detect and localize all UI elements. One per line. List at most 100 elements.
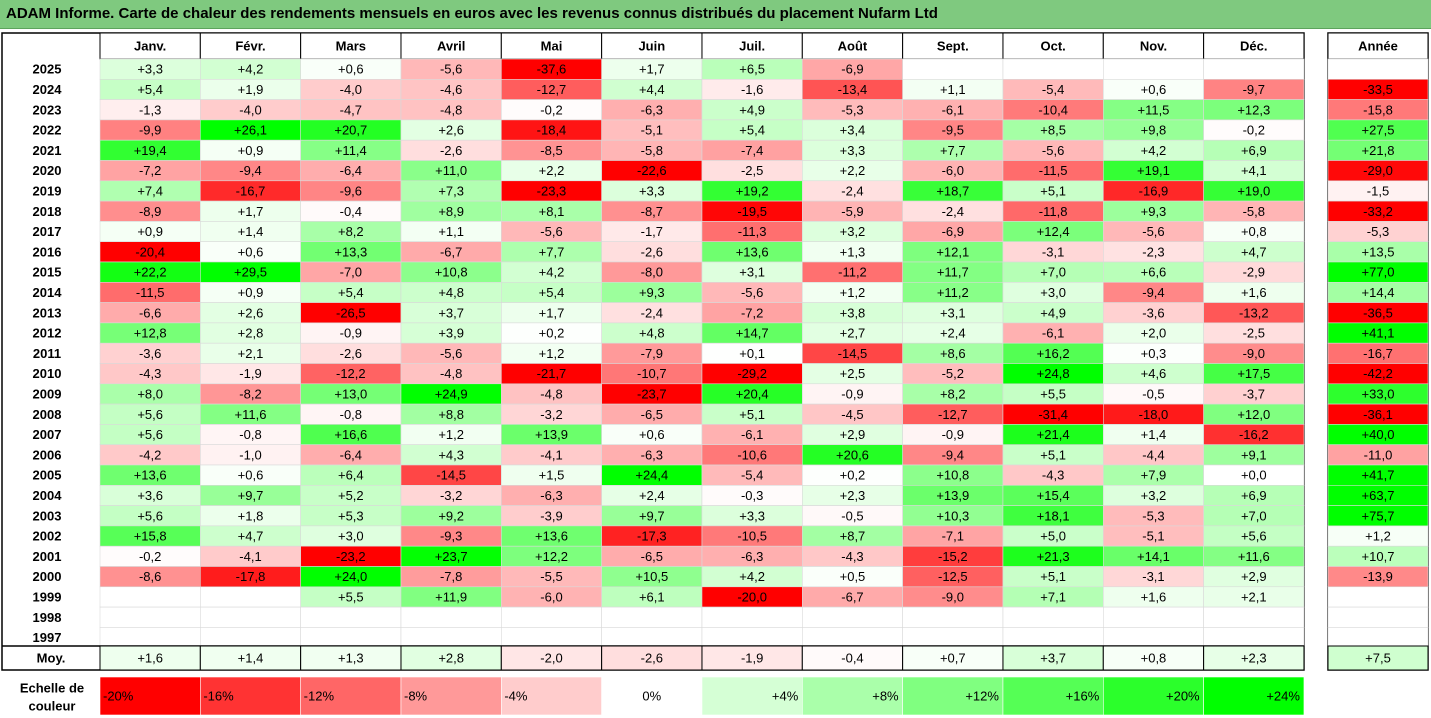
year-label: 2016 <box>33 244 62 259</box>
heatmap-cell <box>99 606 201 628</box>
cell-value: +7,9 <box>1141 468 1167 483</box>
cell-value: -11,2 <box>838 265 867 280</box>
annual-value: +1,2 <box>1365 529 1391 544</box>
heatmap-cell <box>400 627 502 649</box>
cell-value: -0,9 <box>340 326 362 341</box>
cell-value: -10,6 <box>737 447 767 462</box>
annual-cell <box>1327 586 1429 608</box>
cell-value: -0,9 <box>841 386 863 401</box>
cell-value: +3,2 <box>840 224 866 239</box>
cell-value: -5,6 <box>741 285 763 300</box>
cell-value: -9,4 <box>1142 285 1164 300</box>
cell-value: -1,9 <box>239 366 261 381</box>
heatmap-cell <box>99 586 201 608</box>
cell-value: -18,0 <box>1139 407 1169 422</box>
cell-value: +5,1 <box>1040 569 1066 584</box>
cell-value: +11,5 <box>1137 102 1169 117</box>
cell-value: -6,5 <box>641 407 663 422</box>
cell-value: -7,4 <box>741 143 763 158</box>
cell-value: -9,0 <box>942 589 964 604</box>
scale-swatch <box>601 676 703 716</box>
average-cell <box>801 645 904 671</box>
average-value: +0,8 <box>1141 651 1167 666</box>
cell-value: -8,5 <box>540 143 562 158</box>
year-label: 2017 <box>33 224 62 239</box>
year-label: 2020 <box>33 163 62 178</box>
cell-value: -17,3 <box>637 529 667 544</box>
cell-value: +13,6 <box>134 468 167 483</box>
cell-value: +5,4 <box>739 123 765 138</box>
cell-value: -0,5 <box>1142 386 1164 401</box>
cell-value: +13,9 <box>535 427 568 442</box>
cell-value: -20,0 <box>737 589 767 604</box>
cell-value: -2,6 <box>340 346 362 361</box>
cell-value: +4,2 <box>238 62 264 77</box>
annual-cell <box>1327 627 1429 649</box>
cell-value: -5,4 <box>741 468 763 483</box>
cell-value: +13,9 <box>936 488 969 503</box>
cell-value: -4,4 <box>1142 447 1164 462</box>
heatmap-cell <box>1002 606 1104 628</box>
heatmap-cell <box>902 58 1004 80</box>
cell-value: -0,5 <box>841 508 863 523</box>
annual-value: -11,0 <box>1364 447 1393 462</box>
cell-value: +1,8 <box>238 508 264 523</box>
cell-value: +1,5 <box>539 468 565 483</box>
month-header-cell <box>1203 32 1305 60</box>
annual-header: Année <box>1358 39 1398 54</box>
cell-value: -0,9 <box>942 427 964 442</box>
scale-stop-label: +8% <box>872 689 899 704</box>
cell-value: -5,2 <box>942 366 964 381</box>
cell-value: +2,6 <box>238 305 264 320</box>
annual-value: +21,8 <box>1362 143 1395 158</box>
heatmap-cell <box>1203 627 1305 649</box>
cell-value: +1,2 <box>438 427 464 442</box>
annual-value: +33,0 <box>1362 386 1395 401</box>
cell-value: -9,0 <box>1243 346 1265 361</box>
scale-stop-label: -12% <box>304 689 335 704</box>
year-label: 2001 <box>33 549 62 564</box>
cell-value: -8,0 <box>641 265 663 280</box>
average-cell <box>1002 645 1104 671</box>
scale-swatch <box>701 676 803 716</box>
annual-value: -15,8 <box>1363 102 1393 117</box>
cell-value: +0,6 <box>1141 82 1167 97</box>
average-cell <box>601 645 703 671</box>
cell-value: +11,6 <box>235 407 267 422</box>
cell-value: -5,3 <box>1142 508 1164 523</box>
scale-swatch <box>400 676 502 716</box>
heatmap-cell <box>1203 606 1305 628</box>
cell-value: +3,1 <box>940 305 966 320</box>
cell-value: +1,4 <box>1141 427 1167 442</box>
scale-stop-label: +4% <box>772 689 799 704</box>
cell-value: +19,4 <box>134 143 167 158</box>
annual-value: -33,5 <box>1363 82 1393 97</box>
cell-value: -4,8 <box>440 366 462 381</box>
cell-value: +0,3 <box>1141 346 1167 361</box>
cell-value: -12,5 <box>938 569 968 584</box>
cell-value: +9,2 <box>438 508 464 523</box>
heatmap-cell <box>802 606 903 628</box>
cell-value: +2,0 <box>1141 326 1167 341</box>
cell-value: +4,4 <box>639 82 665 97</box>
cell-value: +5,1 <box>1040 447 1066 462</box>
cell-value: +5,3 <box>338 508 364 523</box>
month-header-cell <box>801 32 904 60</box>
cell-value: -5,1 <box>641 123 663 138</box>
cell-value: -4,0 <box>239 102 261 117</box>
cell-value: +5,1 <box>739 407 765 422</box>
month-header: Mai <box>541 39 563 54</box>
cell-value: -6,1 <box>942 102 964 117</box>
heatmap-cell <box>501 627 602 649</box>
cell-value: +9,8 <box>1141 123 1167 138</box>
cell-value: +18,7 <box>936 183 969 198</box>
cell-value: +24,9 <box>435 386 468 401</box>
cell-value: +5,2 <box>338 488 364 503</box>
cell-value: +16,2 <box>1037 346 1070 361</box>
cell-value: +5,6 <box>137 508 163 523</box>
cell-value: -0,8 <box>340 407 362 422</box>
year-label: 2024 <box>33 82 63 97</box>
cell-value: +3,3 <box>739 508 765 523</box>
cell-value: -5,5 <box>540 569 562 584</box>
cell-value: +12,1 <box>936 244 969 259</box>
